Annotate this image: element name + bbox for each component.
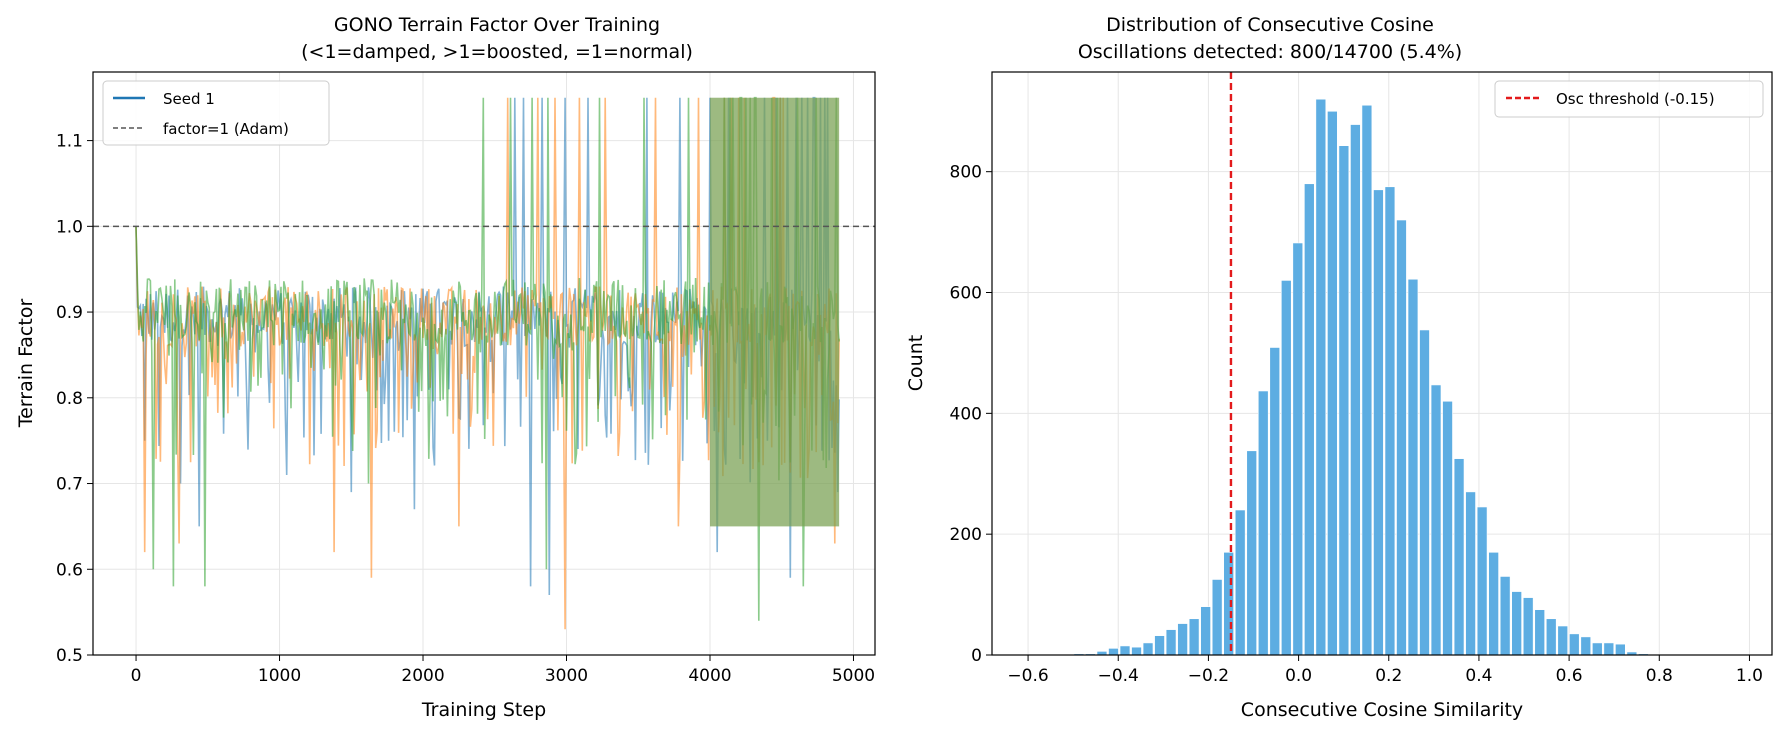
right-y-tick-label: 0 [971, 646, 982, 666]
histogram-bar [1592, 642, 1603, 656]
histogram-bar [1442, 400, 1453, 656]
left-y-tick-label: 1.1 [56, 132, 83, 152]
histogram-bar [1108, 648, 1119, 656]
left-legend-box [102, 80, 330, 146]
histogram-bar [1615, 643, 1626, 656]
histogram-bar [1373, 189, 1384, 656]
histogram-bar [1384, 186, 1396, 656]
right-x-tick-label: −0.2 [1188, 666, 1229, 686]
histogram-bar [1327, 110, 1338, 656]
legend-seed1-label: Seed 1 [163, 90, 215, 108]
right-y-tick-label: 200 [950, 525, 982, 545]
histogram-bar [1234, 509, 1246, 656]
histogram-bar [1165, 629, 1177, 656]
histogram-bar [1396, 219, 1407, 656]
right-chart-title: Distribution of Consecutive Cosine [1106, 14, 1434, 36]
histogram-bar [1465, 491, 1476, 656]
left-y-tick-label: 0.9 [56, 303, 83, 323]
histogram-bar [1476, 506, 1488, 656]
right-y-tick-label: 600 [950, 284, 982, 304]
right-axes-frame [991, 71, 1773, 656]
right-y-tick-label: 800 [950, 163, 982, 183]
histogram-bar [1131, 646, 1142, 656]
left-x-tick-label: 1000 [258, 666, 301, 686]
left-chart-subtitle: (<1=damped, >1=boosted, =1=normal) [301, 41, 693, 63]
right-y-axis-label: Count [905, 335, 927, 391]
left-y-tick-label: 0.5 [56, 646, 83, 666]
right-x-tick-label: 0.8 [1646, 666, 1673, 686]
left-x-tick-label: 4000 [688, 666, 731, 686]
histogram-bar [1292, 242, 1304, 656]
histogram-bar [1269, 347, 1281, 656]
right-legend: Osc threshold (-0.15) [1494, 80, 1764, 118]
right-x-tick-label: 0.2 [1375, 666, 1402, 686]
histogram-bar [1453, 458, 1465, 656]
histogram-bar [1522, 597, 1534, 656]
histogram-bar [1188, 618, 1200, 656]
histogram-bar [1257, 390, 1269, 656]
histogram-bar [1580, 636, 1592, 656]
left-x-tick-label: 0 [131, 666, 142, 686]
left-legend: Seed 1 factor=1 (Adam) [102, 80, 330, 146]
left-x-axis-label: Training Step [421, 699, 546, 721]
left-x-tick-label: 3000 [545, 666, 588, 686]
right-x-tick-label: 0.6 [1556, 666, 1583, 686]
histogram-bar [1430, 384, 1442, 656]
right-x-axis-label: Consecutive Cosine Similarity [1241, 699, 1523, 721]
histogram-bar [1177, 623, 1188, 656]
left-y-tick-label: 1.0 [56, 217, 83, 237]
right-y-tick-label: 400 [950, 404, 982, 424]
histogram-bar [1211, 579, 1223, 656]
histogram-bar [1154, 635, 1165, 656]
legend-adam-label: factor=1 (Adam) [163, 120, 289, 138]
left-axes-frame [92, 71, 876, 656]
dense-overlap-region [709, 97, 840, 527]
right-x-tick-label: 0.0 [1285, 666, 1312, 686]
histogram-bar [1119, 645, 1131, 656]
left-x-tick-label: 2000 [401, 666, 444, 686]
histogram-bar [1569, 633, 1580, 656]
legend-threshold-label: Osc threshold (-0.15) [1556, 90, 1715, 108]
histogram-bar [1534, 609, 1545, 656]
histogram-bar [1338, 145, 1350, 656]
left-y-tick-label: 0.6 [56, 560, 83, 580]
histogram-bar [1200, 606, 1211, 656]
right-chart-subtitle: Oscillations detected: 800/14700 (5.4%) [1078, 41, 1462, 63]
left-y-tick-label: 0.7 [56, 475, 83, 495]
left-y-tick-label: 0.8 [56, 389, 83, 409]
right-plot-area [1073, 72, 1649, 656]
left-x-tick-label: 5000 [832, 666, 875, 686]
histogram-bar [1545, 618, 1557, 656]
histogram-bar [1361, 104, 1373, 656]
histogram-bar [1142, 642, 1154, 656]
right-x-tick-label: 1.0 [1736, 666, 1763, 686]
histogram-bar [1511, 591, 1522, 656]
histogram-bar [1407, 278, 1419, 656]
right-x-tick-label: −0.6 [1007, 666, 1048, 686]
left-y-axis-label: Terrain Factor [15, 299, 37, 429]
right-ticks: −0.6 −0.4 −0.2 0.0 0.2 0.4 0.6 0.8 1.0 0 200 400 600… [950, 163, 1763, 686]
histogram-bar [1488, 551, 1499, 656]
left-ticks: 0 1000 2000 3000 4000 5000 0.5 0.6 0.7 0.8 0.9 1.0 1… [56, 132, 875, 686]
right-x-tick-label: −0.4 [1098, 666, 1139, 686]
histogram-bar [1603, 642, 1615, 656]
left-chart-title: GONO Terrain Factor Over Training [334, 14, 660, 36]
right-chart: Distribution of Consecutive Cosine Oscil… [905, 14, 1773, 721]
histogram-bar [1499, 576, 1511, 656]
histogram-bar [1304, 183, 1315, 656]
left-chart: GONO Terrain Factor Over Training (<1=da… [15, 14, 876, 721]
left-plot-area [93, 96, 875, 630]
right-x-tick-label: 0.4 [1465, 666, 1492, 686]
histogram-bar [1246, 450, 1257, 656]
histogram-bar [1315, 98, 1327, 656]
histogram-bar [1281, 280, 1292, 656]
histogram-bar [1350, 124, 1361, 656]
right-legend-box [1494, 80, 1764, 118]
histogram-bar [1419, 329, 1430, 656]
histogram-bar [1557, 625, 1569, 656]
